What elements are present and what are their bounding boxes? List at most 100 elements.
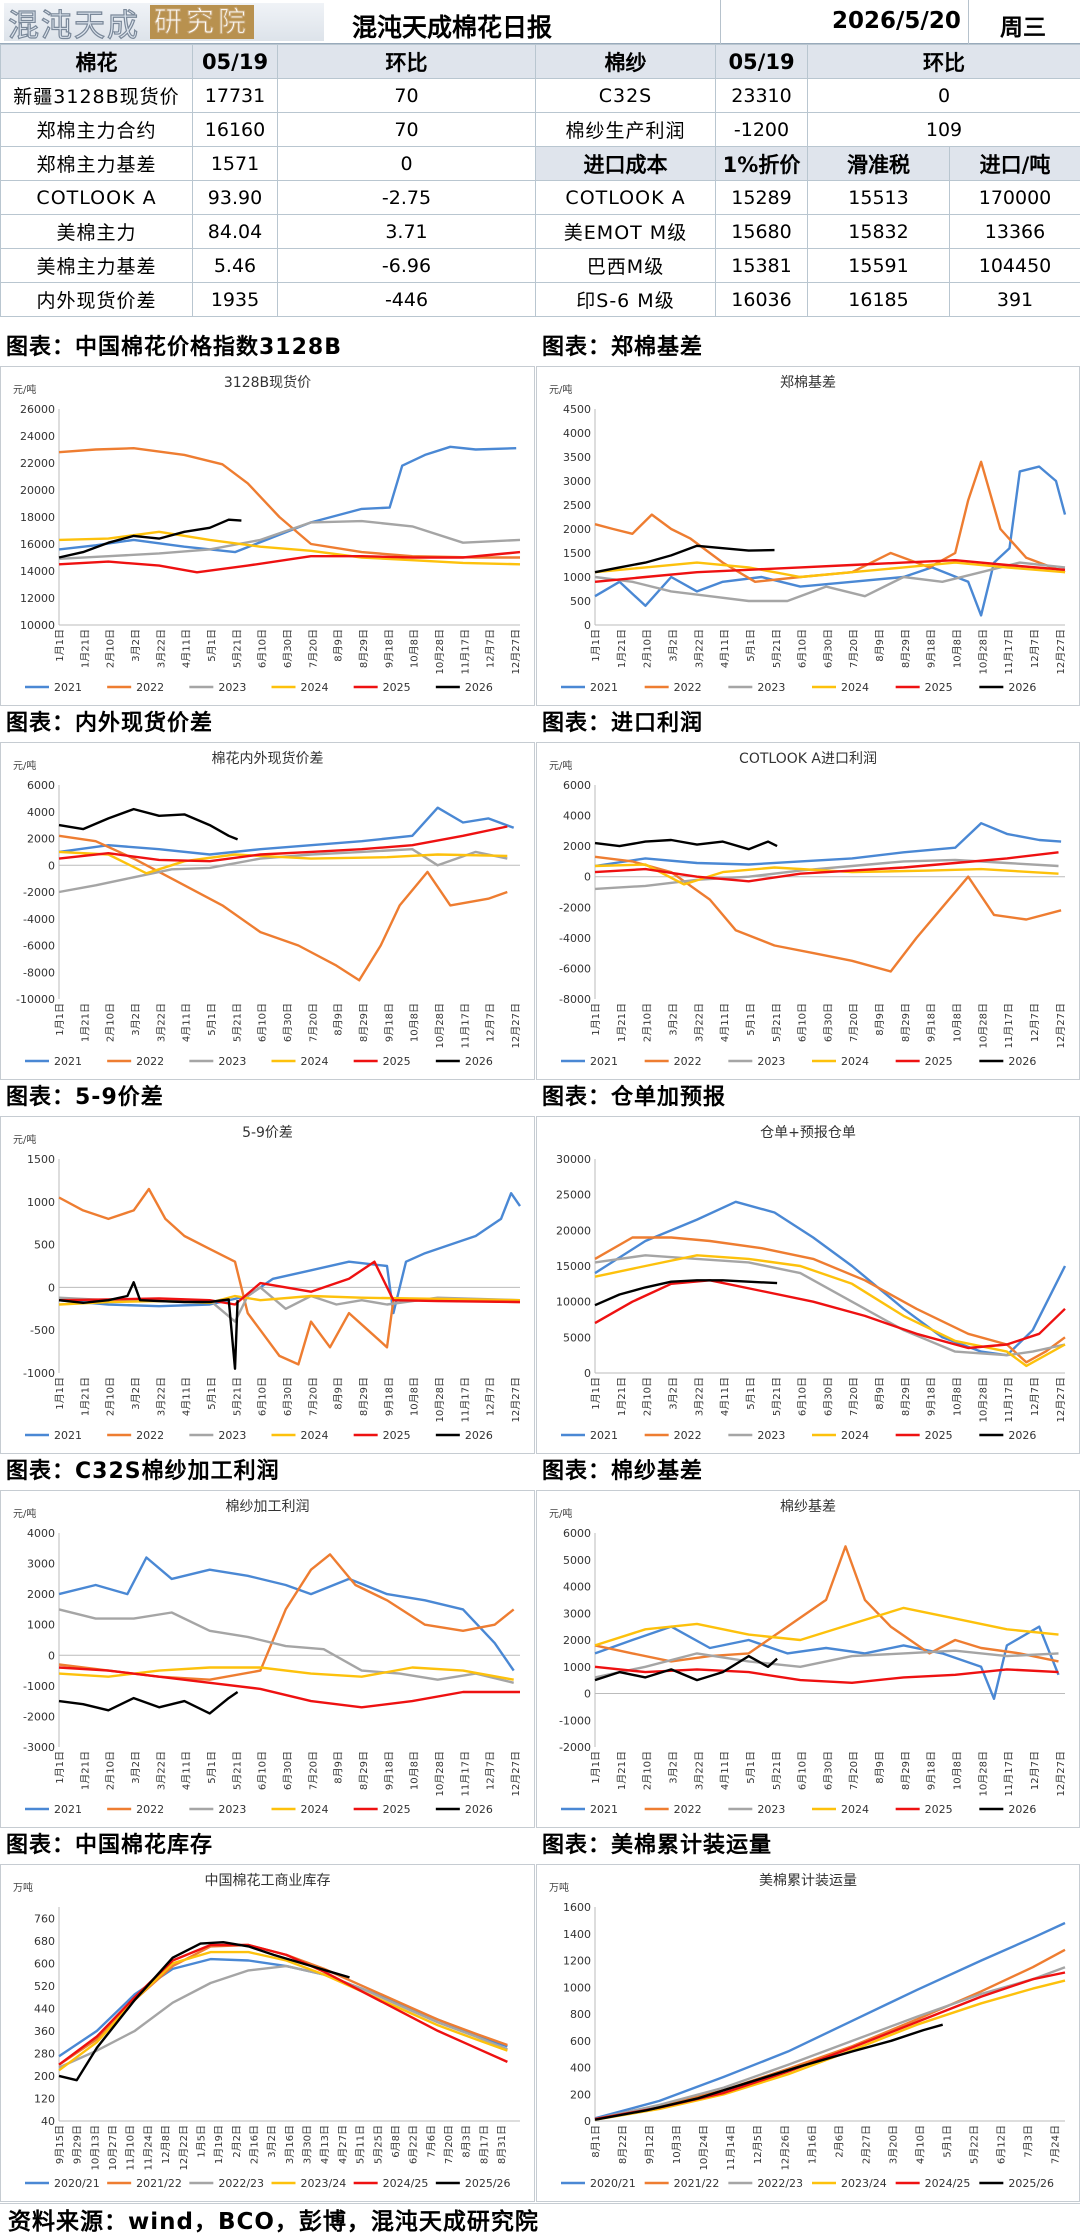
panel-title-yarn-profit: 图表：C32S棉纱加工利润 — [0, 1456, 280, 1488]
chart-title: 3128B现货价 — [224, 374, 311, 391]
y-tick-label: 400 — [570, 2062, 591, 2075]
legend-label: 2024 — [301, 1429, 329, 1442]
x-tick-label: 8月9日 — [333, 1751, 345, 1784]
x-tick-label: 7月6日 — [425, 2125, 437, 2158]
legend-label: 2026 — [465, 1055, 493, 1068]
row-value: 104450 — [950, 249, 1080, 283]
legend-label: 2026 — [465, 681, 493, 694]
y-tick-label: -4000 — [23, 913, 55, 926]
x-tick-label: 11月14日 — [725, 2125, 737, 2170]
row-change: 109 — [808, 113, 1080, 147]
legend-label: 2023 — [218, 1803, 246, 1816]
series-line-2020/21 — [595, 1923, 1065, 2118]
x-tick-label: 5月21日 — [771, 1003, 783, 1042]
x-tick-label: 12月7日 — [485, 1377, 497, 1416]
x-tick-label: 11月17日 — [1003, 629, 1015, 674]
row-value: 17731 — [193, 79, 278, 113]
x-tick-label: 6月30日 — [822, 1377, 834, 1416]
legend-label: 2022 — [136, 1429, 164, 1442]
row-value: 15289 — [716, 181, 808, 215]
y-tick-label: 5000 — [563, 1554, 591, 1567]
x-tick-label: 10月28日 — [434, 1751, 446, 1796]
legend-label: 2021 — [590, 1429, 618, 1442]
y-tick-label: 40 — [41, 2115, 55, 2128]
y-tick-label: 20000 — [20, 484, 55, 497]
zce-basis-chart: 郑棉基差元/吨050010001500200025003000350040004… — [537, 367, 1079, 705]
x-tick-label: 8月22日 — [617, 2125, 629, 2164]
x-tick-label: 5月25日 — [372, 2125, 384, 2164]
panel-title-yarn-basis: 图表：棉纱基差 — [536, 1456, 703, 1488]
x-tick-label: 5月21日 — [231, 1003, 243, 1042]
y-tick-label: 1000 — [27, 1196, 55, 1209]
x-tick-label: 12月27日 — [1055, 629, 1067, 674]
y-tick-label: 4000 — [27, 1527, 55, 1540]
x-tick-label: 6月12日 — [996, 2125, 1008, 2164]
column-header: 进口/吨 — [950, 147, 1080, 181]
warehouse-receipts-chart: 仓单+预报仓单0500010000150002000025000300001月1… — [537, 1117, 1079, 1453]
row-value: 170000 — [950, 181, 1080, 215]
row-change: -2.75 — [278, 181, 536, 215]
x-tick-label: 8月17日 — [478, 2125, 490, 2164]
x-tick-label: 6月30日 — [282, 1377, 294, 1416]
panel-title-us-shipments: 图表：美棉累计装运量 — [536, 1830, 772, 1862]
y-tick-label: 3000 — [563, 475, 591, 488]
x-tick-label: 1月21日 — [79, 1003, 91, 1042]
y-tick-label: -3000 — [23, 1741, 55, 1754]
legend-label: 2022 — [674, 1429, 702, 1442]
legend-label: 2022 — [674, 1055, 702, 1068]
series-line-2022 — [59, 1189, 520, 1364]
legend-label: 2023 — [218, 1429, 246, 1442]
series-line-2026 — [59, 809, 238, 839]
x-tick-label: 9月18日 — [926, 1003, 938, 1042]
x-tick-label: 1月1日 — [590, 1003, 602, 1036]
row-label: 美棉主力 — [1, 215, 193, 249]
legend-label: 2023 — [757, 1803, 785, 1816]
row-change: 0 — [278, 147, 536, 181]
x-tick-label: 5月1日 — [206, 1377, 218, 1410]
x-tick-label: 4月11日 — [181, 1003, 193, 1042]
y-tick-label: 600 — [34, 1957, 55, 1970]
yarn-basis-chart: 棉纱基差元/吨-2000-100001000200030004000500060… — [537, 1491, 1079, 1827]
x-tick-label: 6月30日 — [282, 1003, 294, 1042]
y-tick-label: 0 — [48, 859, 55, 872]
table-header-row: 棉花 05/19 环比 — [1, 45, 536, 79]
row-value: -1200 — [716, 113, 808, 147]
y-tick-label: 4000 — [27, 806, 55, 819]
import-profit-chart: COTLOOK A进口利润元/吨-8000-6000-4000-20000200… — [537, 743, 1079, 1079]
chart-title: 中国棉花工商业库存 — [205, 1872, 331, 1889]
y-tick-label: 500 — [570, 595, 591, 608]
series-line-2024 — [595, 1608, 1059, 1646]
series-line-2021 — [595, 1202, 1065, 1355]
y-tick-label: 1000 — [563, 1981, 591, 1994]
row-value: 16185 — [808, 283, 950, 317]
x-tick-label: 1月21日 — [616, 1377, 628, 1416]
x-tick-label: 10月28日 — [434, 629, 446, 674]
row-value: 93.90 — [193, 181, 278, 215]
x-tick-label: 4月27日 — [337, 2125, 349, 2164]
x-tick-label: 8月29日 — [358, 1751, 370, 1790]
y-tick-label: 440 — [34, 2002, 55, 2015]
x-tick-label: 7月24日 — [1050, 2125, 1062, 2164]
x-tick-label: 8月3日 — [461, 2125, 473, 2158]
series-line-2021/22 — [595, 1950, 1065, 2119]
y-axis-unit: 元/吨 — [549, 759, 572, 772]
x-tick-label: 12月7日 — [485, 629, 497, 668]
y-tick-label: 1400 — [563, 1928, 591, 1941]
row-value: 15381 — [716, 249, 808, 283]
series-line-2022 — [595, 1546, 1059, 1661]
footer-source: 资料来源：wind，BCO，彭博，混沌天成研究院 — [0, 2203, 1080, 2239]
y-tick-label: -1000 — [23, 1680, 55, 1693]
y-tick-label: 0 — [48, 1281, 55, 1294]
table-header-row: 棉纱 05/19 环比 — [536, 45, 1080, 79]
x-tick-label: 11月17日 — [459, 1377, 471, 1422]
x-tick-label: 3月2日 — [130, 629, 142, 662]
x-tick-label: 8月29日 — [900, 1751, 912, 1790]
